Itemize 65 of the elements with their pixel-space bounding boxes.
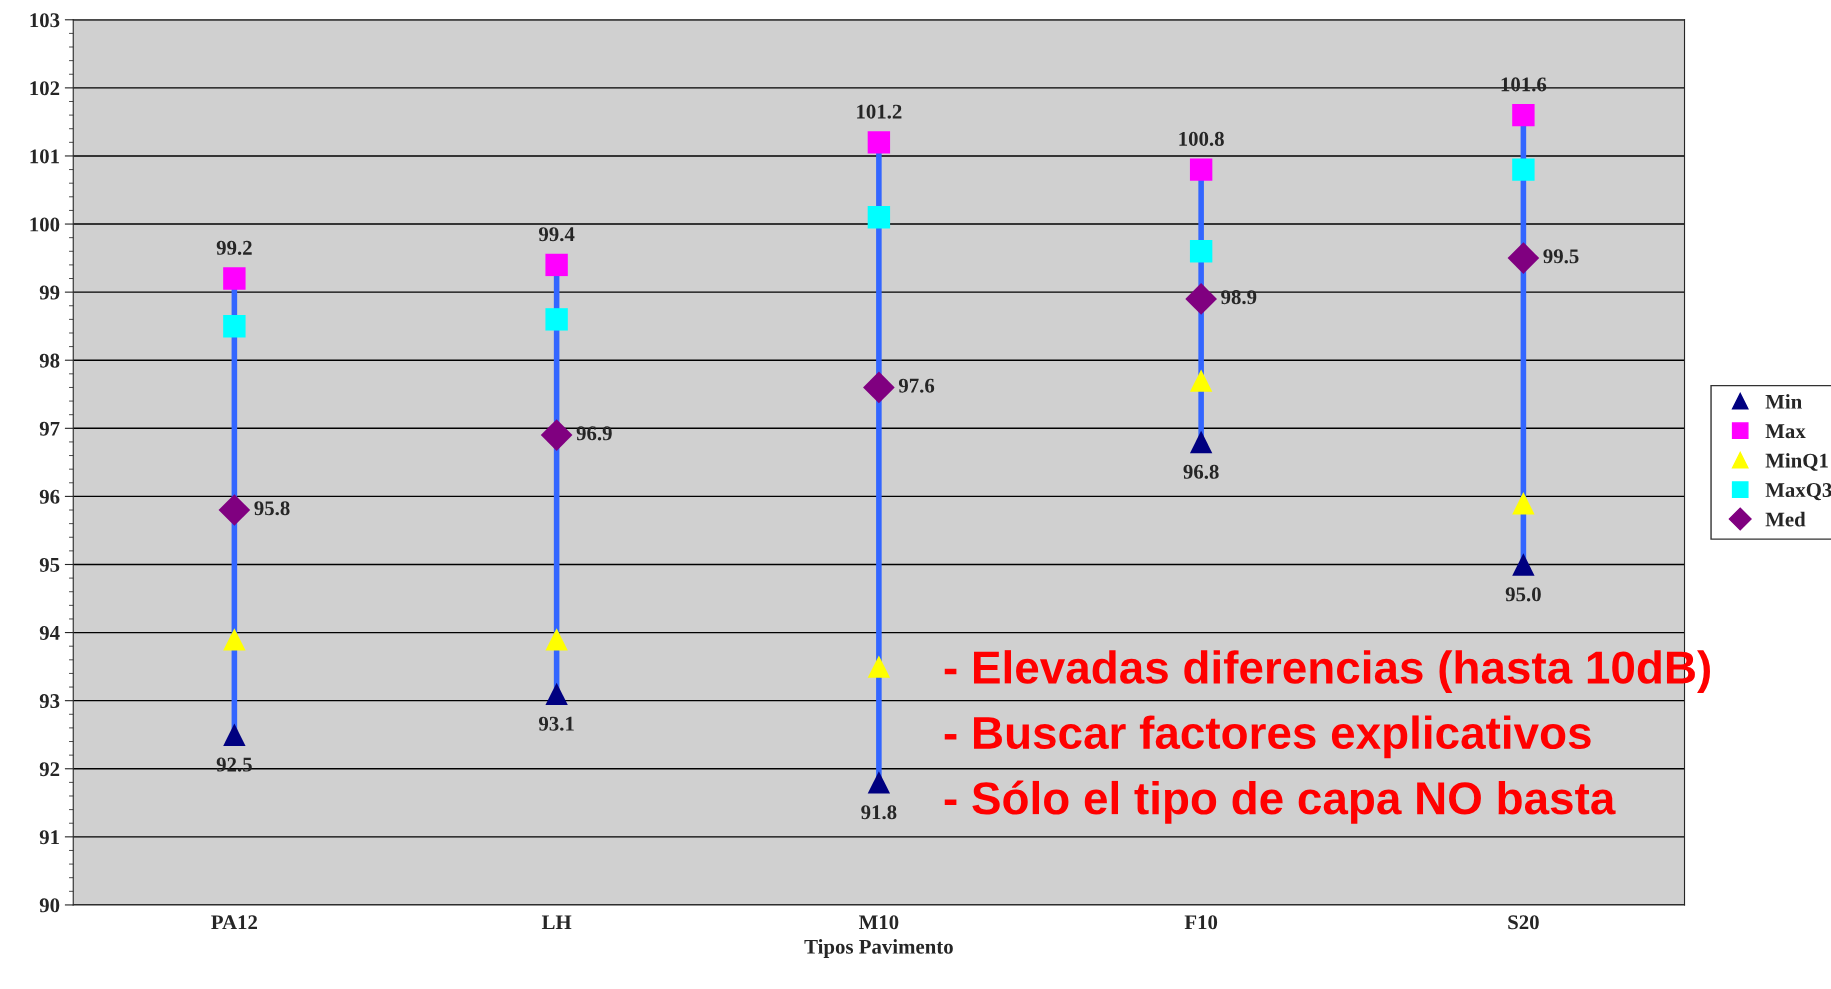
point	[545, 253, 568, 277]
annotation: - Buscar factores explicativos	[944, 715, 1591, 759]
data-label: 98.9	[1221, 290, 1257, 305]
y-tick-label: 103	[30, 13, 60, 28]
y-tick-label: 97	[39, 421, 60, 436]
y-tick-label: 96	[39, 489, 60, 504]
point	[223, 267, 246, 290]
point	[1189, 369, 1213, 392]
point	[223, 628, 246, 651]
annotation: - Sólo el tipo de capa NO basta	[944, 780, 1616, 824]
legend-label: MaxQ3	[1765, 483, 1831, 501]
y-tick-label: 93	[39, 694, 60, 709]
legend-label: Min	[1765, 394, 1802, 409]
data-label: 93.1	[538, 716, 574, 731]
point	[223, 314, 246, 338]
data-label: 99.4	[538, 227, 575, 242]
point	[545, 628, 568, 651]
point	[1512, 553, 1535, 576]
data-label: 97.6	[898, 378, 935, 393]
legend-label: Med	[1765, 511, 1806, 527]
x-tick-label: S20	[1508, 915, 1539, 930]
point	[545, 682, 568, 706]
x-tick-label: PA12	[211, 915, 258, 930]
y-tick-label: 94	[39, 626, 60, 641]
point	[1189, 430, 1213, 454]
point	[218, 494, 251, 526]
data-label: 95.0	[1505, 587, 1541, 602]
x-axis-title: Tipos Pavimento	[804, 939, 953, 958]
point	[863, 371, 895, 404]
x-tick-label: LH	[541, 915, 572, 930]
data-label: 99.5	[1543, 249, 1579, 264]
data-label: 100.8	[1179, 131, 1224, 146]
data-label: 96.8	[1183, 464, 1219, 479]
y-tick-label: 98	[39, 353, 60, 368]
point	[223, 723, 246, 746]
y-tick-label: 92	[39, 762, 60, 777]
point	[867, 131, 891, 154]
point	[1189, 158, 1213, 181]
y-tick-label: 90	[39, 898, 60, 913]
legend-label: MinQ1	[1765, 452, 1828, 471]
point	[1512, 158, 1535, 181]
point	[867, 206, 891, 229]
data-label: 99.2	[216, 240, 252, 255]
point	[540, 419, 573, 451]
y-tick-label: 95	[39, 557, 60, 572]
x-tick-label: F10	[1184, 915, 1218, 930]
data-label: 101.2	[857, 104, 902, 119]
data-label: 95.8	[254, 501, 290, 516]
y-tick-label: 99	[39, 285, 60, 300]
point	[1185, 283, 1217, 315]
y-tick-label: 102	[30, 81, 60, 96]
y-tick-label: 101	[30, 149, 59, 164]
point	[1512, 492, 1535, 515]
legend-label: Max	[1765, 424, 1806, 439]
data-label: 91.8	[861, 805, 897, 820]
point	[545, 308, 568, 331]
y-tick-label: 91	[39, 830, 59, 845]
x-tick-label: M10	[858, 915, 899, 930]
point	[1189, 240, 1213, 263]
data-label: 96.9	[576, 426, 612, 441]
point	[867, 655, 891, 678]
point	[1512, 103, 1535, 127]
point	[867, 771, 891, 794]
point	[1507, 242, 1540, 274]
y-tick-label: 100	[30, 217, 60, 232]
